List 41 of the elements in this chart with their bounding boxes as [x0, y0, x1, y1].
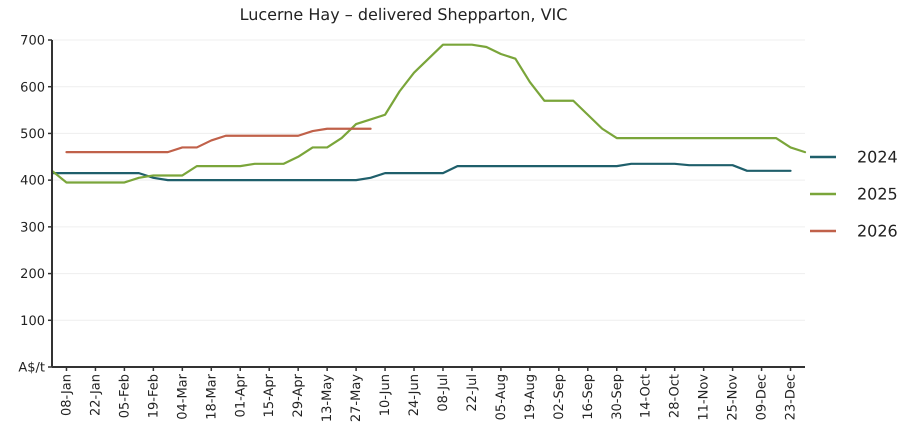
x-tick-label: 29-Apr — [291, 373, 306, 418]
x-tick-label: 22-Jan — [88, 374, 104, 416]
y-tick-label: 200 — [20, 267, 45, 282]
x-tick-label: 25-Nov — [726, 374, 741, 421]
x-tick-label: 05-Aug — [494, 374, 509, 420]
x-tick-label: 08-Jul — [436, 374, 451, 412]
legend-label: 2026 — [857, 222, 898, 241]
y-tick-label: 100 — [20, 314, 45, 329]
x-tick-label: 19-Feb — [146, 374, 162, 418]
x-tick-label: 19-Aug — [522, 374, 538, 420]
legend-label: 2025 — [857, 184, 898, 204]
x-tick-label: 01-Apr — [233, 373, 248, 418]
y-tick-label: 300 — [20, 220, 45, 236]
y-tick-label: 400 — [20, 174, 45, 189]
legend-label: 2024 — [857, 148, 898, 167]
line-series — [65, 128, 372, 154]
x-tick-label: 24-Jun — [407, 374, 422, 416]
chart-title: Lucerne Hay – delivered Shepparton, VIC — [240, 5, 568, 24]
x-tick-label: 15-Apr — [262, 373, 278, 418]
y-tick-label: 700 — [20, 34, 45, 49]
x-tick-label: 13-May — [320, 374, 336, 422]
x-tick-label: 18-Mar — [204, 373, 220, 420]
line-series — [50, 162, 792, 182]
x-tick-label: 08-Jan — [59, 374, 74, 416]
x-tick-label: 28-Oct — [668, 374, 683, 418]
y-tick-label: 500 — [20, 126, 45, 142]
x-tick-label: 02-Sep — [552, 374, 567, 420]
x-tick-label: 23-Dec — [784, 374, 799, 420]
y-tick-label: A$/t — [18, 360, 45, 376]
x-tick-label: 10-Jun — [378, 374, 394, 416]
x-tick-label: 05-Feb — [117, 374, 132, 418]
x-tick-label: 30-Sep — [610, 374, 625, 420]
x-tick-label: 09-Dec — [754, 374, 770, 420]
x-tick-label: 11-Nov — [696, 374, 712, 421]
x-tick-label: 27-May — [349, 374, 364, 422]
x-tick-label: 22-Jul — [464, 374, 480, 412]
y-tick-label: 600 — [20, 80, 45, 96]
x-tick-label: 14-Oct — [638, 374, 654, 418]
line-series — [50, 44, 806, 184]
x-tick-label: 16-Sep — [580, 374, 596, 420]
x-tick-label: 04-Mar — [175, 373, 190, 420]
